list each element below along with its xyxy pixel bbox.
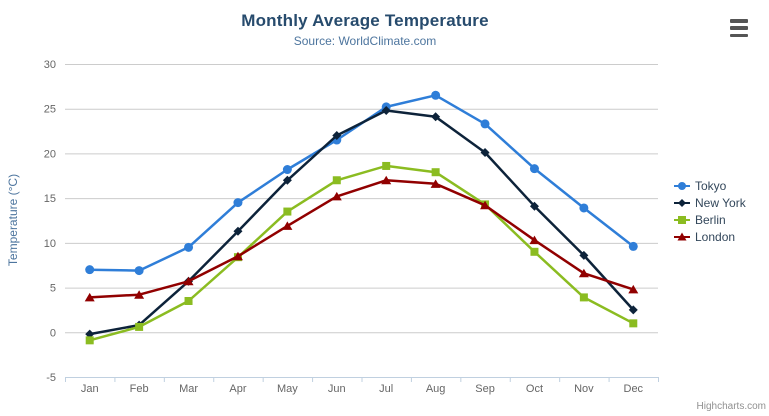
series-marker-triangle[interactable] — [282, 221, 293, 230]
x-axis-category-label: Jan — [81, 383, 99, 395]
legend-marker-triangle-icon — [674, 232, 690, 240]
series-marker-circle[interactable] — [184, 242, 194, 252]
series-marker-circle[interactable] — [282, 165, 292, 175]
legend-item-berlin[interactable]: Berlin — [674, 211, 746, 228]
x-axis-category-label: Sep — [475, 383, 495, 395]
x-axis-category-label: Jun — [328, 383, 346, 395]
y-axis-tick-label: 10 — [44, 238, 56, 250]
series-marker-diamond[interactable] — [579, 250, 589, 260]
legend: Tokyo New York Berlin London — [674, 177, 746, 245]
series-marker-triangle[interactable] — [628, 284, 639, 294]
series-marker-diamond[interactable] — [529, 201, 539, 211]
series-marker-square[interactable] — [382, 161, 391, 170]
series-marker-square[interactable] — [283, 207, 292, 216]
series-marker-circle[interactable] — [579, 203, 589, 213]
legend-item-tokyo[interactable]: Tokyo — [674, 177, 746, 194]
y-axis-tick-label: 5 — [50, 283, 56, 295]
series-marker-square[interactable] — [431, 168, 440, 177]
legend-item-label: London — [695, 229, 736, 244]
series-marker-square[interactable] — [85, 336, 94, 345]
legend-item-label: Berlin — [695, 212, 726, 227]
series-marker-triangle[interactable] — [232, 251, 243, 261]
y-axis-tick-label: 20 — [44, 148, 56, 160]
series-marker-diamond[interactable] — [85, 329, 95, 339]
x-axis-category-label: Aug — [426, 383, 446, 395]
series-marker-triangle[interactable] — [480, 200, 491, 210]
series-marker-square[interactable] — [184, 296, 193, 305]
legend-item-new-york[interactable]: New York — [674, 194, 746, 211]
series-marker-circle[interactable] — [480, 119, 490, 129]
x-axis-category-label: Jul — [379, 383, 393, 395]
x-axis-category-label: Feb — [130, 383, 149, 395]
series-marker-circle[interactable] — [431, 90, 441, 100]
series-marker-diamond[interactable] — [628, 305, 638, 315]
series-marker-diamond[interactable] — [381, 106, 391, 116]
series-marker-circle[interactable] — [134, 266, 144, 276]
series-marker-circle[interactable] — [628, 241, 638, 251]
x-axis-category-label: Mar — [179, 383, 198, 395]
series-marker-square[interactable] — [629, 319, 638, 328]
series-marker-square[interactable] — [135, 322, 144, 331]
series-marker-triangle[interactable] — [578, 268, 589, 278]
hamburger-icon — [730, 26, 748, 30]
y-axis-tick-label: 15 — [44, 193, 56, 205]
legend-item-label: New York — [695, 195, 746, 210]
y-axis-tick-label: 30 — [44, 59, 56, 71]
series-marker-square[interactable] — [530, 247, 539, 256]
series-marker-triangle[interactable] — [84, 292, 95, 302]
legend-item-label: Tokyo — [695, 178, 727, 193]
series-marker-triangle[interactable] — [331, 191, 342, 201]
x-axis-category-label: May — [277, 383, 298, 395]
series-marker-triangle[interactable] — [134, 290, 145, 299]
series-marker-square[interactable] — [579, 293, 588, 302]
series-tokyo[interactable] — [85, 90, 638, 276]
series-marker-circle[interactable] — [529, 164, 539, 174]
hamburger-icon — [730, 33, 748, 37]
series-marker-diamond[interactable] — [282, 175, 292, 185]
series-marker-diamond[interactable] — [233, 226, 243, 236]
chart-title: Monthly Average Temperature — [241, 11, 489, 30]
y-axis-tick-label: 0 — [50, 327, 56, 339]
x-axis-category-label: Dec — [624, 383, 644, 395]
y-axis-tick-label: -5 — [46, 372, 56, 384]
y-axis-tick-label: 25 — [44, 104, 56, 116]
export-menu-button[interactable] — [729, 18, 751, 38]
series-marker-diamond[interactable] — [431, 112, 441, 122]
series-marker-circle[interactable] — [85, 265, 95, 275]
legend-item-london[interactable]: London — [674, 228, 746, 245]
legend-marker-diamond-icon — [674, 198, 690, 207]
y-axis-title: Temperature (°C) — [6, 173, 20, 267]
series-marker-triangle[interactable] — [430, 179, 441, 188]
series-new-york[interactable] — [85, 106, 638, 339]
series-marker-triangle[interactable] — [529, 235, 540, 245]
hamburger-icon — [730, 19, 748, 23]
x-axis-category-label: Apr — [229, 383, 246, 395]
series-marker-triangle[interactable] — [381, 175, 392, 185]
series-marker-triangle[interactable] — [183, 276, 194, 286]
series-london[interactable] — [84, 175, 639, 302]
x-axis-category-label: Nov — [574, 383, 594, 395]
x-axis-category-label: Oct — [526, 383, 543, 395]
series-line[interactable] — [88, 179, 635, 299]
legend-marker-circle-icon — [674, 181, 690, 190]
legend-marker-square-icon — [674, 215, 690, 224]
series-marker-circle[interactable] — [233, 198, 243, 208]
series-marker-diamond[interactable] — [332, 131, 342, 141]
series-marker-square[interactable] — [332, 176, 341, 185]
series-line[interactable] — [88, 94, 635, 272]
series-marker-diamond[interactable] — [480, 148, 490, 158]
series-line[interactable] — [88, 164, 635, 342]
chart-subtitle: Source: WorldClimate.com — [293, 34, 437, 48]
series-line[interactable] — [88, 109, 635, 336]
credits-link[interactable]: Highcharts.com — [696, 401, 766, 412]
